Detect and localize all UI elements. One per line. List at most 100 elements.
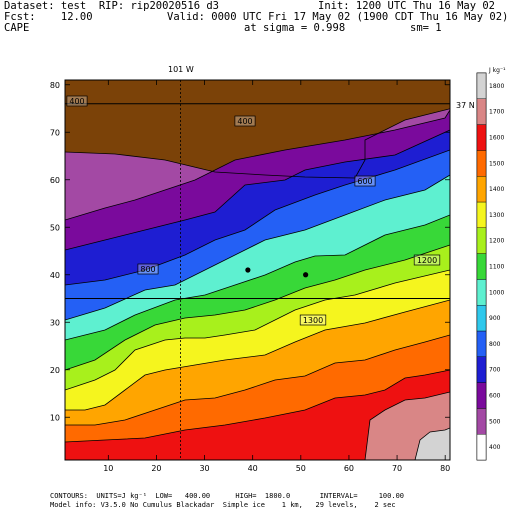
x-tick-label: 20 (151, 464, 161, 473)
contour-label-4: 800 (137, 263, 159, 275)
colorbar-tick-label: 1000 (489, 289, 504, 296)
colorbar-swatch-1800 (476, 72, 487, 99)
contour-800 (65, 129, 450, 251)
colorbar-tick-label: 500 (489, 418, 501, 425)
x-tick-label: 30 (199, 464, 209, 473)
band-1700 (65, 392, 450, 460)
svg-text:1200: 1200 (417, 256, 437, 265)
contour-1500 (65, 334, 450, 426)
contour-info: CONTOURS: UNITS=J kg⁻¹ LOW= 400.00 HIGH=… (50, 492, 405, 500)
colorbar-swatch-1200 (476, 227, 487, 254)
svg-text:600: 600 (357, 177, 372, 186)
x-tick-label: 80 (440, 464, 450, 473)
fcst-label: Fcst: (4, 11, 36, 23)
colorbar-swatch-1400 (476, 175, 487, 203)
field-name: CAPE (4, 22, 30, 34)
colorbar-units: J kg⁻¹ (488, 67, 506, 74)
init-time: Init: 1200 UTC Thu 16 May 02 (318, 0, 496, 12)
contour-1600 (65, 369, 450, 443)
sigma-level: at sigma = 0.998 (244, 22, 346, 34)
reference-lines (65, 80, 450, 460)
contour-1400 (65, 299, 450, 411)
y-tick-label: 30 (50, 318, 60, 327)
colorbar-tick-label: 1100 (489, 264, 504, 271)
contour-1300 (65, 269, 450, 391)
y-tick-label: 10 (50, 413, 60, 422)
plot-frame (64, 79, 451, 461)
x-tick-label: 50 (296, 464, 306, 473)
colorbar-swatch-600 (476, 382, 487, 409)
colorbar-tick-label: 1600 (489, 135, 504, 142)
x-tick-label: 40 (248, 464, 258, 473)
svg-text:800: 800 (140, 265, 155, 274)
contour-1700 (364, 391, 450, 460)
contour-labels: 400 400 600 800 1200 1300 (66, 95, 441, 326)
marker-2 (303, 272, 309, 278)
x-tick-label: 10 (103, 464, 113, 473)
band-1600 (65, 370, 450, 460)
colorbar: 400 500 600 700 800 900 1000 1100 1200 1300 1400 15… (476, 67, 506, 461)
rip-label: RIP: (98, 0, 125, 12)
y-tick-label: 80 (50, 81, 60, 90)
colorbar-tick-label: 1700 (489, 109, 504, 116)
x-tick-label: 70 (392, 464, 402, 473)
colorbar-tick-label: 400 (489, 444, 501, 451)
contour-900 (65, 149, 450, 286)
colorbar-tick-label: 1200 (489, 238, 504, 245)
latitude-label: 37 N (456, 101, 475, 110)
cape-fill-bands (65, 80, 450, 460)
contour-1100 (65, 214, 450, 341)
colorbar-swatch-1600 (476, 124, 487, 151)
colorbar-tick-label: 1500 (489, 160, 504, 167)
colorbar-swatch-700 (476, 356, 487, 383)
contour-label-3: 600 (354, 175, 376, 187)
header-line-1: Dataset: test RIP: rip20020516 d3 (4, 1, 219, 12)
fcst-value: 12.00 (60, 11, 93, 23)
colorbar-tick-label: 700 (489, 367, 501, 374)
svg-text:400: 400 (237, 117, 252, 126)
valid-time: Valid: 0000 UTC Fri 17 May 02 (1900 CDT … (167, 11, 509, 23)
svg-text:400: 400 (69, 97, 84, 106)
rip-value: rip20020516 d3 (130, 0, 219, 12)
colorbar-swatch-1700 (476, 98, 487, 125)
colorbar-swatch-1000 (476, 279, 487, 306)
colorbar-tick-label: 900 (489, 315, 501, 322)
point-markers (245, 267, 309, 278)
contour-1200 (65, 244, 450, 371)
colorbar-tick-label: 600 (489, 393, 501, 400)
colorbar-swatch-400 (476, 434, 487, 461)
colorbar-tick-label: 1800 (489, 83, 504, 90)
contour-700 (65, 109, 450, 221)
dataset-label: Dataset: (4, 0, 55, 12)
colorbar-swatch-1300 (476, 201, 487, 228)
y-tick-label: 20 (50, 366, 60, 375)
dataset-value: test (60, 0, 87, 12)
model-info: Model info: V3.5.0 No Cumulus Blackadar … (50, 501, 396, 509)
smoothing-value: sm= 1 (410, 22, 442, 34)
header-line-2: Fcst: 12.00 (4, 12, 93, 23)
colorbar-tick-label: 800 (489, 341, 501, 348)
longitude-label: 101 W (168, 65, 194, 74)
svg-text:1300: 1300 (303, 316, 323, 325)
y-tick-label: 50 (50, 223, 60, 232)
colorbar-swatch-1500 (476, 150, 487, 177)
colorbar-swatch-500 (476, 408, 487, 435)
colorbar-tick-label: 1300 (489, 212, 504, 219)
colorbar-swatch-900 (476, 305, 487, 332)
y-tick-label: 70 (50, 128, 60, 137)
y-tick-label: 40 (50, 271, 60, 280)
contour-label-2: 400 (234, 115, 256, 127)
contour-label-1: 400 (66, 95, 88, 107)
colorbar-swatch-1100 (476, 253, 487, 280)
contour-label-6: 1300 (299, 314, 327, 326)
x-tick-label: 60 (344, 464, 354, 473)
contour-label-5: 1200 (413, 254, 441, 266)
colorbar-swatch-800 (476, 330, 487, 357)
y-tick-label: 60 (50, 176, 60, 185)
marker-1 (245, 267, 251, 273)
colorbar-tick-label: 1400 (489, 186, 504, 193)
contour-1000 (65, 174, 450, 321)
contour-1800 (414, 427, 450, 460)
axis-ticks: 10 20 30 40 50 60 70 80 10 20 30 40 50 60 70 80 (50, 80, 450, 473)
